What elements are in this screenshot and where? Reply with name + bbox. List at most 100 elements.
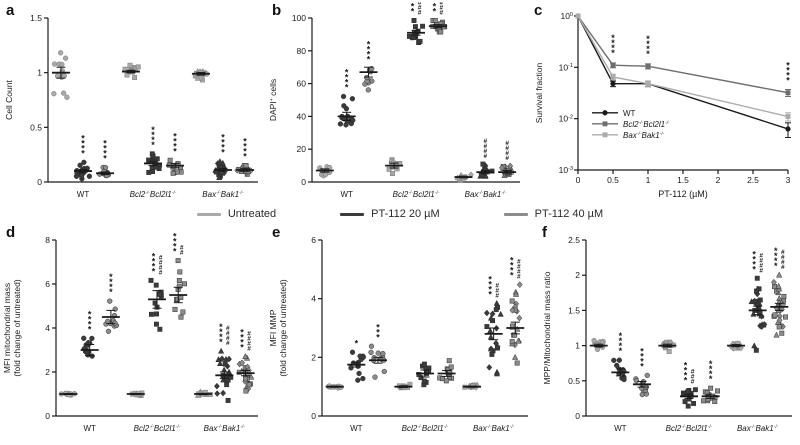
svg-text:*: * [376,332,380,342]
svg-text:#: # [418,9,422,16]
svg-text:*: * [619,346,623,356]
svg-text:*: * [684,366,688,376]
svg-text:Bcl2-/-Bcl2l1-/-: Bcl2-/-Bcl2l1-/- [130,190,177,199]
svg-text:*: * [619,336,623,346]
svg-text:*: * [81,148,85,158]
svg-text:#: # [759,257,763,264]
svg-text:*: * [488,284,492,294]
svg-text:*: * [774,256,778,266]
svg-text:100: 100 [560,11,573,21]
svg-text:*: * [88,324,92,334]
legend-entry-pt112-40: PT-112 40 µM [503,208,603,220]
svg-text:Bcl2-/-Bcl2l1-/-: Bcl2-/-Bcl2l1-/- [134,424,181,433]
svg-text:#: # [226,325,230,332]
svg-text:#: # [484,148,488,155]
svg-text:#: # [691,374,695,381]
legend-entry-pt112-20: PT-112 20 µM [340,208,440,220]
svg-text:#: # [781,264,785,271]
mmp-mass-ratio-plot: 0 0.5 1 1.5 2 2.5 MPP/Mitochondrial mass ratio… [542,235,792,433]
svg-text:0: 0 [301,177,306,187]
svg-text:#: # [159,269,163,276]
svg-text:*: * [103,153,107,163]
treatment-legend: Untreated PT-112 20 µM PT-112 40 µM [0,204,800,224]
svg-text:6: 6 [45,279,50,289]
svg-text:*: * [103,138,107,148]
svg-text:WT: WT [340,190,353,199]
svg-text:#: # [247,341,251,348]
svg-text:80: 80 [297,46,307,56]
panel-d: d 0 2 4 6 8 MFI mitochondrial mass (fold chang… [0,224,266,438]
svg-text:2.5: 2.5 [747,175,759,185]
svg-text:*: * [355,338,359,348]
svg-text:#: # [781,254,785,261]
svg-text:*: * [345,82,349,92]
pt112-40-line-swatch [503,212,528,216]
svg-text:*: * [510,266,514,276]
svg-text:*: * [646,34,650,44]
panel-letter-b: b [272,2,282,19]
svg-text:6: 6 [311,235,316,245]
svg-text:10-1: 10-1 [559,62,573,72]
svg-text:*: * [219,337,223,347]
svg-text:1: 1 [37,68,42,78]
svg-text:#: # [159,254,163,261]
svg-text:#: # [505,140,509,147]
svg-text:2: 2 [716,175,721,185]
svg-text:*: * [240,338,244,348]
svg-text:40: 40 [297,111,307,121]
mmp-plot: 0 2 4 6 MFI MMP (fold change of untreated) WT *… [268,235,528,433]
svg-text:#: # [418,4,422,11]
svg-text:*: * [411,6,415,16]
svg-text:*: * [173,131,177,141]
svg-text:*: * [752,249,756,259]
svg-text:#: # [517,269,521,276]
svg-text:*: * [152,251,156,261]
svg-text:*: * [173,146,177,156]
svg-text:2: 2 [45,367,50,377]
svg-text:Bax-/-Bak1-/-: Bax-/-Bak1-/- [465,190,507,199]
svg-text:#: # [247,346,251,353]
svg-text:*: * [243,141,247,151]
svg-text:*: * [709,369,713,379]
svg-text:#: # [440,2,444,6]
svg-text:*: * [173,237,177,247]
svg-text:*: * [103,148,107,158]
svg-text:#: # [484,143,488,150]
svg-text:*: * [243,146,247,156]
svg-text:*: * [219,322,223,332]
svg-text:#: # [440,9,444,16]
svg-text:*: * [219,327,223,337]
svg-text:Survival fraction: Survival fraction [534,62,544,123]
svg-text:0.5: 0.5 [568,376,580,386]
svg-text:*: * [611,38,615,48]
svg-text:*: * [88,309,92,319]
panel-letter-f: f [542,224,547,241]
svg-text:*: * [221,132,225,142]
svg-text:*: * [488,274,492,284]
svg-text:#: # [159,259,163,266]
svg-text:2.5: 2.5 [568,235,580,245]
svg-text:0: 0 [37,177,42,187]
svg-text:*: * [619,341,623,351]
svg-text:#: # [691,369,695,376]
svg-text:0: 0 [311,411,316,421]
svg-text:*: * [411,2,415,6]
svg-text:#: # [247,331,251,338]
svg-text:*: * [345,67,349,77]
svg-text:10-3: 10-3 [559,165,573,175]
svg-text:#: # [759,262,763,269]
svg-text:#: # [180,245,184,252]
svg-text:*: * [611,48,615,58]
svg-text:#: # [505,155,509,162]
svg-text:1: 1 [646,175,651,185]
svg-text:*: * [709,374,713,384]
pt112-20-line-swatch [340,212,365,216]
svg-text:#: # [484,153,488,160]
untreated-label: Untreated [227,208,277,220]
svg-text:1: 1 [575,341,580,351]
svg-text:*: * [640,356,644,366]
bottom-row: d 0 2 4 6 8 MFI mitochondrial mass (fold chang… [0,224,800,438]
svg-text:*: * [684,361,688,371]
svg-text:#: # [495,287,499,294]
